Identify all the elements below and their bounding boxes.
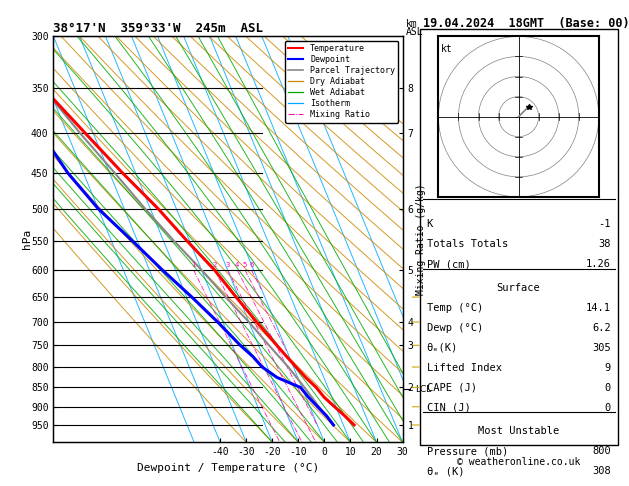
Text: 2: 2: [213, 261, 217, 268]
Text: 5: 5: [243, 261, 247, 268]
Text: Lifted Index: Lifted Index: [426, 363, 501, 373]
Text: 0: 0: [604, 402, 611, 413]
Text: 14.1: 14.1: [586, 303, 611, 313]
Text: kt: kt: [440, 45, 452, 54]
Text: 1.26: 1.26: [586, 259, 611, 269]
Text: 4: 4: [235, 261, 240, 268]
Text: 9: 9: [604, 363, 611, 373]
Text: Pressure (mb): Pressure (mb): [426, 446, 508, 456]
Text: Surface: Surface: [497, 283, 540, 293]
Text: 19.04.2024  18GMT  (Base: 00): 19.04.2024 18GMT (Base: 00): [423, 17, 629, 30]
Text: ASL: ASL: [406, 27, 423, 37]
Text: 1: 1: [191, 261, 196, 268]
Text: hPa: hPa: [22, 229, 32, 249]
Text: 6.2: 6.2: [592, 323, 611, 333]
Text: km: km: [406, 19, 418, 29]
Text: K: K: [426, 219, 433, 229]
Text: Most Unstable: Most Unstable: [478, 426, 559, 436]
Text: -1: -1: [598, 219, 611, 229]
Text: © weatheronline.co.uk: © weatheronline.co.uk: [457, 457, 581, 467]
Text: θₑ(K): θₑ(K): [426, 343, 458, 353]
Text: θₑ (K): θₑ (K): [426, 466, 464, 476]
Text: 38°17'N  359°33'W  245m  ASL: 38°17'N 359°33'W 245m ASL: [53, 22, 264, 35]
Text: CAPE (J): CAPE (J): [426, 382, 477, 393]
Y-axis label: Mixing Ratio (g/kg): Mixing Ratio (g/kg): [416, 184, 426, 295]
Text: 6: 6: [249, 261, 253, 268]
Text: 38: 38: [598, 239, 611, 249]
Text: 308: 308: [592, 466, 611, 476]
Text: Totals Totals: Totals Totals: [426, 239, 508, 249]
Text: Temp (°C): Temp (°C): [426, 303, 483, 313]
X-axis label: Dewpoint / Temperature (°C): Dewpoint / Temperature (°C): [137, 463, 319, 473]
Text: 3: 3: [226, 261, 230, 268]
Text: 800: 800: [592, 446, 611, 456]
Text: Dewp (°C): Dewp (°C): [426, 323, 483, 333]
Text: LCL: LCL: [415, 385, 431, 394]
Text: PW (cm): PW (cm): [426, 259, 470, 269]
Legend: Temperature, Dewpoint, Parcel Trajectory, Dry Adiabat, Wet Adiabat, Isotherm, Mi: Temperature, Dewpoint, Parcel Trajectory…: [285, 41, 398, 123]
Text: 305: 305: [592, 343, 611, 353]
Text: CIN (J): CIN (J): [426, 402, 470, 413]
Text: 0: 0: [604, 382, 611, 393]
